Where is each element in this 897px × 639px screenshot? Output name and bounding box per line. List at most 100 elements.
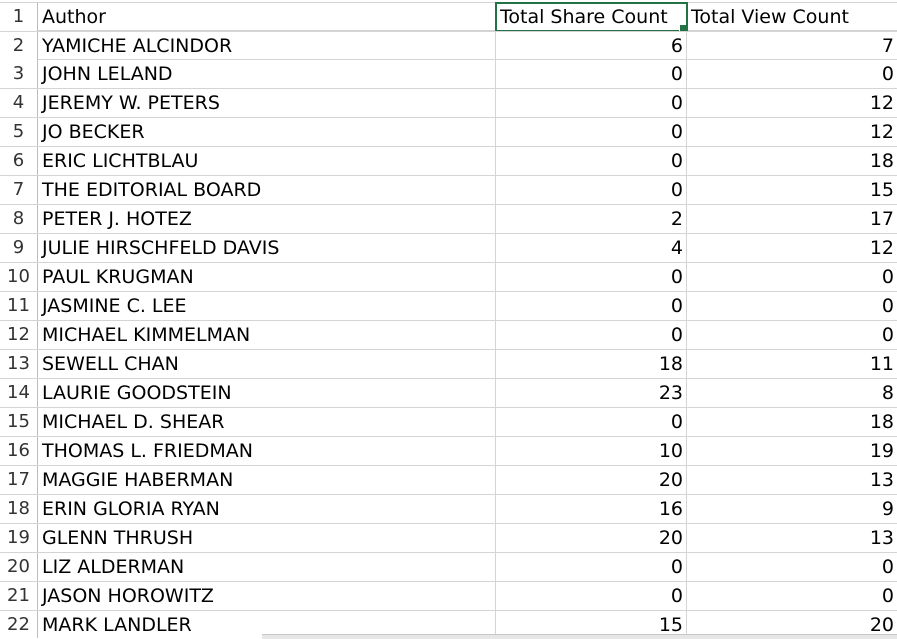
cell-total-view-count[interactable]: 0 xyxy=(881,63,894,85)
cell-total-share-count[interactable]: 0 xyxy=(496,408,687,436)
cell-total-view-count[interactable]: 20 xyxy=(869,614,894,636)
header-cell-total-share-count[interactable]: Total Share Count xyxy=(495,2,688,32)
row-number[interactable]: 10 xyxy=(0,263,38,291)
cell-author[interactable]: JOHN LELAND xyxy=(38,60,496,88)
row-number[interactable]: 18 xyxy=(0,495,38,523)
cell-author[interactable]: THE EDITORIAL BOARD xyxy=(38,176,496,204)
cell-author[interactable]: PETER J. HOTEZ xyxy=(38,205,496,233)
header-cell-total-view-count[interactable]: Total View Count xyxy=(691,6,849,28)
row-number[interactable]: 8 xyxy=(0,205,38,233)
cell-total-share-count[interactable]: 18 xyxy=(496,350,687,378)
cell-total-share-count[interactable]: 0 xyxy=(496,321,687,349)
cell-total-share-count[interactable]: 15 xyxy=(496,611,687,638)
cell-total-view-count[interactable]: 7 xyxy=(881,35,894,57)
row-number[interactable]: 3 xyxy=(0,60,38,88)
table-row: 13 SEWELL CHAN 18 11 xyxy=(0,350,897,379)
row-number[interactable]: 14 xyxy=(0,379,38,407)
cell-total-share-count[interactable]: 0 xyxy=(496,553,687,581)
cell-author[interactable]: LAURIE GOODSTEIN xyxy=(38,379,496,407)
header-row: 1 Author Total Share Count Total View Co… xyxy=(0,2,897,32)
cell-author[interactable]: YAMICHE ALCINDOR xyxy=(38,32,496,60)
row-number[interactable]: 5 xyxy=(0,118,38,146)
row-number[interactable]: 11 xyxy=(0,292,38,320)
cell-total-view-count[interactable]: 8 xyxy=(881,382,894,404)
cell-total-share-count[interactable]: 23 xyxy=(496,379,687,407)
row-number[interactable]: 20 xyxy=(0,553,38,581)
row-number[interactable]: 21 xyxy=(0,582,38,610)
row-number[interactable]: 22 xyxy=(0,611,38,638)
cell-total-share-count[interactable]: 0 xyxy=(496,89,687,117)
cell-author[interactable]: SEWELL CHAN xyxy=(38,350,496,378)
row-number[interactable]: 16 xyxy=(0,437,38,465)
cell-author[interactable]: JO BECKER xyxy=(38,118,496,146)
cell-total-view-count[interactable]: 0 xyxy=(881,266,894,288)
cell-total-share-count[interactable]: 0 xyxy=(496,263,687,291)
cell-author[interactable]: JASMINE C. LEE xyxy=(38,292,496,320)
row-number[interactable]: 12 xyxy=(0,321,38,349)
cell-total-view-count[interactable]: 18 xyxy=(869,150,894,172)
cell-author[interactable]: GLENN THRUSH xyxy=(38,524,496,552)
header-cell-author[interactable]: Author xyxy=(38,3,496,31)
row-number[interactable]: 1 xyxy=(0,3,38,31)
cell-total-view-count[interactable]: 0 xyxy=(881,556,894,578)
cell-total-view-count[interactable]: 0 xyxy=(881,295,894,317)
cell-total-share-count[interactable]: 20 xyxy=(496,466,687,494)
cell-total-share-count[interactable]: 2 xyxy=(496,205,687,233)
cell-total-share-count[interactable]: 20 xyxy=(496,524,687,552)
cell-total-view-count[interactable]: 17 xyxy=(869,208,894,230)
cell-total-view-count[interactable]: 18 xyxy=(869,411,894,433)
fill-handle[interactable] xyxy=(679,24,686,31)
cell-total-share-count[interactable]: 16 xyxy=(496,495,687,523)
cell-total-view-count[interactable]: 12 xyxy=(869,92,894,114)
cell-total-view-count[interactable]: 12 xyxy=(869,237,894,259)
table-row: 18 ERIN GLORIA RYAN 16 9 xyxy=(0,495,897,524)
cell-total-share-count[interactable]: 0 xyxy=(496,292,687,320)
cell-total-share-count[interactable]: 0 xyxy=(496,118,687,146)
cell-total-share-count[interactable]: 0 xyxy=(496,582,687,610)
table-row: 21 JASON HOROWITZ 0 0 xyxy=(0,582,897,611)
cell-author[interactable]: LIZ ALDERMAN xyxy=(38,553,496,581)
data-rows: 2 YAMICHE ALCINDOR 6 7 3 JOHN LELAND 0 0 4 JEREMY… xyxy=(0,31,897,638)
row-number[interactable]: 9 xyxy=(0,234,38,262)
cell-total-share-count[interactable]: 0 xyxy=(496,176,687,204)
cell-total-view-count[interactable]: 12 xyxy=(869,121,894,143)
cell-author[interactable]: MICHAEL D. SHEAR xyxy=(38,408,496,436)
cell-total-view-count[interactable]: 13 xyxy=(869,527,894,549)
cell-total-view-count[interactable]: 19 xyxy=(869,440,894,462)
row-number[interactable]: 19 xyxy=(0,524,38,552)
cell-author[interactable]: ERIC LICHTBLAU xyxy=(38,147,496,175)
horizontal-scrollbar[interactable] xyxy=(262,634,897,639)
cell-author[interactable]: JULIE HIRSCHFELD DAVIS xyxy=(38,234,496,262)
cell-author[interactable]: PAUL KRUGMAN xyxy=(38,263,496,291)
cell-author[interactable]: JEREMY W. PETERS xyxy=(38,89,496,117)
cell-author[interactable]: MICHAEL KIMMELMAN xyxy=(38,321,496,349)
cell-total-share-count[interactable]: 6 xyxy=(496,32,687,60)
header-label-total-share-count: Total Share Count xyxy=(500,6,668,28)
cell-author[interactable]: JASON HOROWITZ xyxy=(38,582,496,610)
cell-total-view-count[interactable]: 11 xyxy=(869,353,894,375)
cell-author[interactable]: ERIN GLORIA RYAN xyxy=(38,495,496,523)
cell-total-share-count[interactable]: 10 xyxy=(496,437,687,465)
table-row: 14 LAURIE GOODSTEIN 23 8 xyxy=(0,379,897,408)
row-number[interactable]: 17 xyxy=(0,466,38,494)
table-row: 11 JASMINE C. LEE 0 0 xyxy=(0,292,897,321)
row-number[interactable]: 4 xyxy=(0,89,38,117)
table-row: 4 JEREMY W. PETERS 0 12 xyxy=(0,89,897,118)
cell-total-share-count[interactable]: 4 xyxy=(496,234,687,262)
cell-total-view-count[interactable]: 13 xyxy=(869,469,894,491)
cell-total-view-count[interactable]: 0 xyxy=(881,324,894,346)
row-number[interactable]: 15 xyxy=(0,408,38,436)
cell-total-share-count[interactable]: 0 xyxy=(496,60,687,88)
row-number[interactable]: 2 xyxy=(0,32,38,60)
cell-author[interactable]: THOMAS L. FRIEDMAN xyxy=(38,437,496,465)
cell-author[interactable]: MAGGIE HABERMAN xyxy=(38,466,496,494)
cell-total-share-count[interactable]: 0 xyxy=(496,147,687,175)
cell-total-view-count[interactable]: 15 xyxy=(869,179,894,201)
cell-total-view-count[interactable]: 9 xyxy=(881,498,894,520)
table-row: 2 YAMICHE ALCINDOR 6 7 xyxy=(0,31,897,60)
cell-author[interactable]: MARK LANDLER xyxy=(38,611,496,638)
row-number[interactable]: 6 xyxy=(0,147,38,175)
cell-total-view-count[interactable]: 0 xyxy=(881,585,894,607)
row-number[interactable]: 7 xyxy=(0,176,38,204)
row-number[interactable]: 13 xyxy=(0,350,38,378)
